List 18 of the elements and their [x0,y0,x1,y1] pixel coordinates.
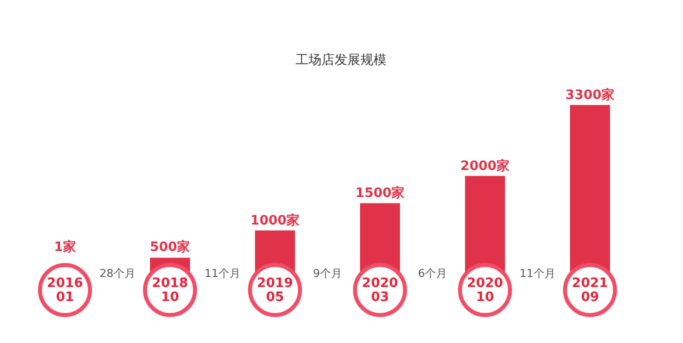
data-label: 3300家 [565,87,615,103]
x-tick-label: 2018 10 [152,276,188,305]
annotation: 11个月 [204,267,240,280]
x-tick-label: 2021 09 [572,276,608,305]
annotation: 6个月 [418,267,447,280]
data-label: 1500家 [355,185,405,202]
data-label: 1000家 [250,212,300,228]
annotation: 11个月 [520,267,556,280]
annotation: 28个月 [100,267,136,280]
annotation: 9个月 [313,267,342,280]
chart-title: 工场店发展规模 [296,52,386,68]
x-tick-label: 2020 03 [362,276,398,305]
data-label: 500家 [150,239,190,255]
x-tick-label: 2020 10 [466,276,504,305]
data-label: 1家 [54,239,76,255]
data-label: 2000家 [460,158,510,174]
x-tick-label: 2016 01 [46,276,84,305]
x-tick-label: 2019 05 [256,276,294,305]
